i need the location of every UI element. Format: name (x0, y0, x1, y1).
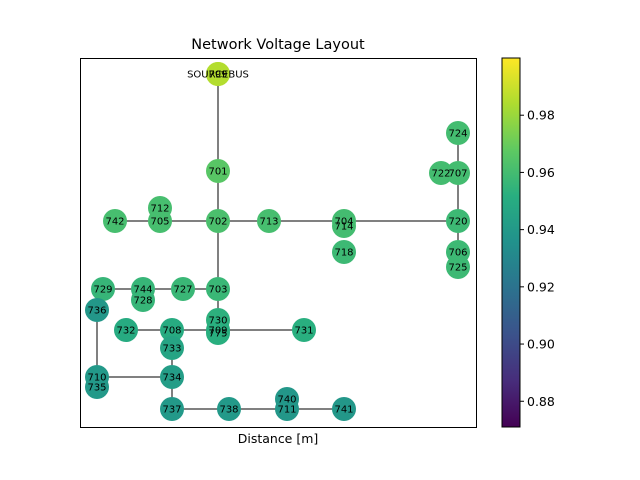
node-label-738: 738 (219, 405, 238, 416)
node-label-744: 744 (133, 285, 152, 296)
node-label-708: 708 (162, 326, 181, 337)
node-713 (257, 209, 281, 233)
colorbar (501, 57, 521, 428)
node-label-714: 714 (334, 222, 353, 233)
node-718 (332, 240, 356, 264)
node-775 (206, 321, 230, 345)
node-label-705: 705 (150, 217, 169, 228)
colorbar-tick-label: 0.98 (527, 108, 555, 123)
colorbar-ticks: 0.88 0.90 0.92 0.94 0.96 0.98 (520, 108, 555, 409)
node-label-720: 720 (448, 217, 467, 228)
node-label-742: 742 (105, 217, 124, 228)
node-733 (160, 336, 184, 360)
node-702 (206, 209, 230, 233)
node-728 (131, 288, 155, 312)
colorbar-tick-label: 0.92 (527, 279, 555, 294)
node-label-730: 730 (208, 316, 227, 327)
node-label-727: 727 (173, 285, 192, 296)
node-722 (429, 161, 453, 185)
node-label-703: 703 (208, 285, 227, 296)
node-label-724: 724 (448, 129, 467, 140)
node-742 (103, 209, 127, 233)
colorbar-tick-label: 0.96 (527, 165, 555, 180)
node-725 (446, 255, 470, 279)
node-label-707: 707 (448, 169, 467, 180)
node-label-701: 701 (208, 167, 227, 178)
chart-title: Network Voltage Layout (191, 37, 365, 53)
node-714 (332, 214, 356, 238)
node-label-710: 710 (87, 373, 106, 384)
node-708 (160, 318, 184, 342)
node-label-706: 706 (448, 248, 467, 259)
node-label-718: 718 (334, 248, 353, 259)
node-703 (206, 277, 230, 301)
node-label-733: 733 (162, 344, 181, 355)
node-734 (160, 365, 184, 389)
node-label-732: 732 (116, 326, 135, 337)
node-label-702: 702 (208, 217, 227, 228)
node-741 (332, 397, 356, 421)
node-737 (160, 397, 184, 421)
x-axis-label: Distance [m] (238, 431, 319, 446)
node-label-704: 704 (334, 217, 353, 228)
node-label-736: 736 (87, 306, 106, 317)
colorbar-tick-label: 0.94 (527, 222, 555, 237)
node-SOURCEBUS (206, 62, 230, 86)
node-712 (148, 196, 172, 220)
colorbar-tick-label: 0.88 (527, 394, 555, 409)
node-label-741: 741 (334, 405, 353, 416)
node-label-734: 734 (162, 373, 181, 384)
node-label-775: 775 (208, 329, 227, 340)
node-label-725: 725 (448, 263, 467, 274)
node-740 (275, 387, 299, 411)
node-label-740: 740 (277, 395, 296, 406)
node-731 (292, 318, 316, 342)
node-label-712: 712 (150, 204, 169, 215)
node-label-722: 722 (431, 169, 450, 180)
node-738 (217, 397, 241, 421)
node-701 (206, 159, 230, 183)
node-label-SOURCEBUS: SOURCEBUS (187, 70, 249, 81)
node-label-799: 799 (208, 70, 227, 81)
plot-area-frame (80, 58, 477, 428)
node-729 (91, 277, 115, 301)
node-label-713: 713 (259, 217, 278, 228)
node-735 (85, 375, 109, 399)
node-label-709: 709 (208, 326, 227, 337)
node-724 (446, 121, 470, 145)
node-707 (446, 161, 470, 185)
node-732 (114, 318, 138, 342)
node-720 (446, 209, 470, 233)
node-label-729: 729 (93, 285, 112, 296)
node-label-737: 737 (162, 405, 181, 416)
node-label-731: 731 (294, 326, 313, 337)
node-727 (171, 277, 195, 301)
colorbar-tick-label: 0.90 (527, 337, 555, 352)
node-label-711: 711 (277, 405, 296, 416)
node-label-735: 735 (87, 383, 106, 394)
node-736 (85, 298, 109, 322)
node-label-728: 728 (133, 296, 152, 307)
